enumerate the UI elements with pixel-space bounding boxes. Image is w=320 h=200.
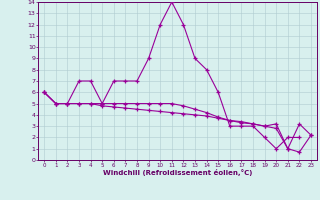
X-axis label: Windchill (Refroidissement éolien,°C): Windchill (Refroidissement éolien,°C) (103, 169, 252, 176)
